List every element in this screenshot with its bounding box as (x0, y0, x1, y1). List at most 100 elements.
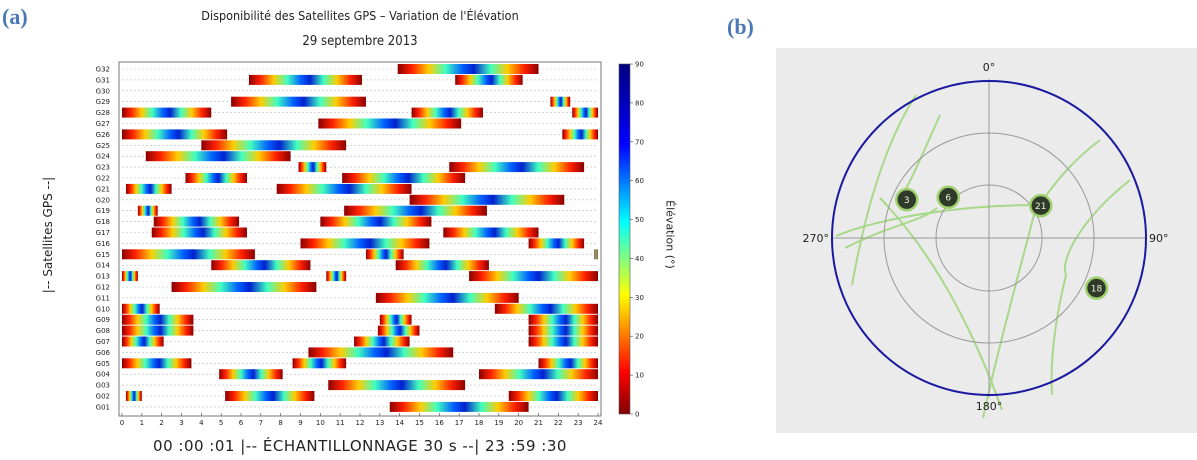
satellite-pass (292, 358, 347, 369)
y-tick-label: G04 (96, 371, 111, 379)
y-tick-label: G15 (96, 251, 110, 259)
direction-label-south: 180° (976, 400, 1003, 413)
satellite-marker: 18 (1084, 276, 1109, 300)
y-tick-label: G01 (96, 403, 110, 411)
satellite-marker-circle (1084, 276, 1109, 300)
satellite-marker-circle (936, 185, 961, 210)
satellite-pass (151, 227, 247, 238)
satellite-pass (122, 303, 160, 314)
colorbar-tick-label: 0 (635, 411, 639, 419)
satellite-pass (594, 249, 598, 260)
y-tick-label: G09 (96, 316, 110, 324)
x-tick-label: 11 (336, 419, 345, 427)
satellite-pass (122, 325, 194, 336)
satellite-pass (122, 249, 255, 260)
x-tick-label: 24 (594, 419, 603, 427)
direction-label-west: 270° (803, 232, 830, 245)
colorbar (618, 63, 631, 415)
satellite-pass (528, 238, 585, 249)
satellite-pass (538, 358, 598, 369)
x-tick-label: 17 (455, 419, 464, 427)
y-tick-label: G07 (96, 338, 110, 346)
y-tick-label: G24 (96, 153, 111, 161)
satellite-pass (231, 96, 366, 107)
satellite-pass (145, 151, 291, 162)
y-tick-label: G02 (96, 393, 110, 401)
x-tick-label: 23 (574, 419, 583, 427)
skyplot-background (776, 48, 1197, 433)
x-tick-label: 1 (140, 419, 144, 427)
y-tick-label: G27 (96, 120, 110, 128)
direction-label-east: 90° (1149, 232, 1169, 245)
x-tick-label: 5 (219, 419, 223, 427)
satellite-pass (508, 391, 598, 401)
y-tick-label: G22 (96, 175, 110, 183)
y-tick-label: G25 (96, 142, 110, 150)
x-tick-label: 12 (356, 419, 365, 427)
satellite-id-label: 21 (1035, 202, 1046, 212)
x-tick-label: 15 (415, 419, 424, 427)
x-tick-label: 13 (375, 419, 384, 427)
satellite-pass (389, 401, 529, 412)
y-tick-label: G10 (96, 305, 110, 313)
satellite-pass (137, 205, 158, 216)
satellite-pass (300, 238, 430, 249)
x-tick-label: 21 (534, 419, 543, 427)
satellite-marker-circle (1029, 193, 1053, 218)
y-tick-label: G11 (96, 294, 110, 302)
y-tick-label: G18 (96, 218, 110, 226)
satellite-pass (344, 205, 487, 216)
satellite-id-label: 6 (945, 193, 951, 203)
chart-title: Disponibilité des Satellites GPS – Varia… (201, 8, 519, 23)
x-tick-label: 18 (475, 419, 484, 427)
satellite-marker: 6 (936, 185, 961, 210)
colorbar-tick-label: 80 (635, 99, 644, 107)
x-axis-caption: 00 :00 :01 |-- ÉCHANTILLONNAGE 30 s --| … (153, 437, 567, 455)
satellite-pass (449, 162, 585, 173)
satellite-pass (479, 369, 598, 380)
satellite-pass (219, 369, 283, 380)
colorbar-tick-label: 70 (635, 138, 644, 146)
y-tick-label: G14 (96, 262, 111, 270)
satellite-pass (201, 140, 347, 151)
y-tick-label: G28 (96, 109, 110, 117)
satellite-pass (455, 74, 523, 85)
satellite-pass (211, 260, 311, 271)
sky-circles (831, 79, 1147, 397)
satellite-pass (409, 194, 565, 205)
y-tick-label: G08 (96, 327, 110, 335)
satellite-pass (411, 107, 483, 118)
y-tick-label: G21 (96, 185, 110, 193)
satellite-pass (122, 314, 194, 325)
satellite-id-label: 18 (1091, 284, 1103, 294)
satellite-pass (298, 162, 327, 173)
direction-label-north: 0° (983, 61, 996, 74)
y-tick-label: G31 (96, 76, 110, 84)
x-tick-label: 3 (179, 419, 183, 427)
x-tick-label: 16 (435, 419, 444, 427)
satellite-pass (397, 64, 539, 74)
y-tick-label: G20 (96, 196, 110, 204)
y-tick-label: G17 (96, 229, 110, 237)
satellite-pass (528, 314, 598, 325)
satellite-pass (122, 129, 228, 140)
y-tick-label: G29 (96, 98, 110, 106)
satellite-pass (122, 358, 192, 369)
x-tick-label: 14 (395, 419, 404, 427)
satellite-pass (153, 216, 240, 227)
satellite-pass (528, 336, 598, 347)
satellite-pass (125, 183, 172, 194)
colorbar-tick-label: 20 (635, 333, 644, 341)
y-tick-label: G30 (96, 87, 110, 95)
satellite-pass (125, 391, 142, 401)
x-tick-label: 7 (259, 419, 263, 427)
satellite-pass (354, 336, 410, 347)
x-tick-label: 20 (514, 419, 523, 427)
satellite-pass (276, 183, 412, 194)
satellite-pass (528, 325, 598, 336)
satellite-pass (328, 380, 466, 391)
satellite-pass (122, 336, 164, 347)
panel-a-label: (a) (2, 4, 28, 29)
